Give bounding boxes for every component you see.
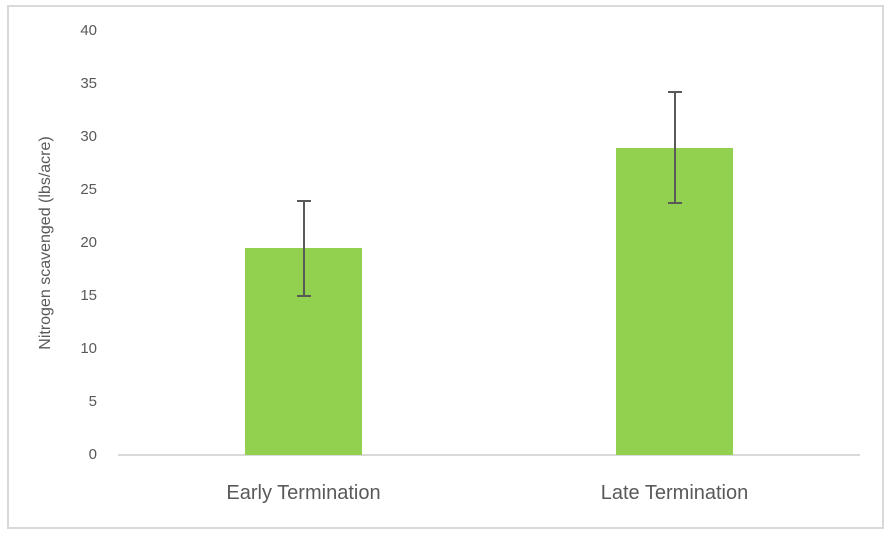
error-bar-cap-top bbox=[296, 199, 311, 202]
error-bar-cap-top bbox=[667, 91, 682, 94]
error-bar-cap-bottom bbox=[296, 295, 311, 297]
x-category-label: Early Termination bbox=[226, 482, 381, 504]
x-category-label: Late Termination bbox=[600, 482, 749, 504]
y-tick-label: 0 bbox=[88, 446, 97, 463]
y-tick-label: 15 bbox=[80, 287, 97, 304]
x-axis-line bbox=[118, 454, 860, 456]
y-tick-label: 40 bbox=[80, 22, 97, 39]
error-bar-cap-bottom bbox=[667, 201, 682, 204]
y-tick-label: 5 bbox=[88, 393, 97, 410]
y-tick-label: 25 bbox=[80, 181, 97, 198]
y-tick-label: 35 bbox=[80, 75, 97, 92]
y-tick-label: 20 bbox=[80, 234, 97, 251]
error-bar-line bbox=[673, 92, 676, 203]
y-tick-label: 30 bbox=[80, 128, 97, 145]
error-bar-line bbox=[302, 200, 305, 296]
y-tick-label: 10 bbox=[80, 340, 97, 357]
chart-frame bbox=[7, 5, 884, 529]
